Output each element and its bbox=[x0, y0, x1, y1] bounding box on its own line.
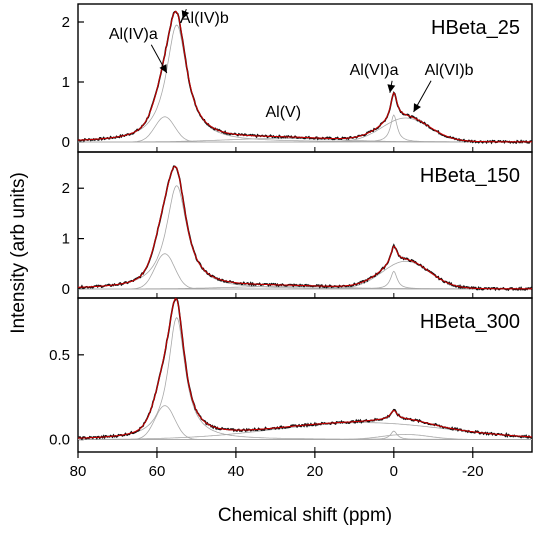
x-tick-label: 20 bbox=[307, 463, 324, 480]
annotation-arrow-head bbox=[181, 10, 190, 19]
panels-layer: 0 1 2 HBeta_25 Al(IV)a Al(IV)b Al(V) Al(VI)a Al(… bbox=[49, 3, 533, 453]
y-tick-label: 2 bbox=[62, 180, 70, 197]
x-axis: 80 60 40 20 0 -20 bbox=[70, 452, 484, 480]
fit-curve bbox=[78, 297, 532, 439]
peak-annotation: Al(VI)b bbox=[425, 62, 474, 79]
x-tick-label: -20 bbox=[462, 463, 484, 480]
annotation-arrow-head bbox=[159, 64, 167, 73]
component-curve-0 bbox=[78, 405, 532, 440]
panel-0: 0 1 2 HBeta_25 Al(IV)a Al(IV)b Al(V) Al(VI)a Al(… bbox=[62, 3, 533, 153]
panel-title: HBeta_150 bbox=[420, 165, 520, 187]
panel-title: HBeta_300 bbox=[420, 311, 520, 333]
annotation-arrow-head bbox=[387, 84, 396, 93]
x-tick-label: 0 bbox=[390, 463, 398, 480]
y-tick-label: 0 bbox=[62, 134, 70, 151]
component-curve-0 bbox=[78, 253, 532, 290]
y-tick-label: 2 bbox=[62, 14, 70, 31]
peak-annotation: Al(IV)a bbox=[109, 26, 158, 43]
x-tick-label: 80 bbox=[70, 463, 87, 480]
panel-2: 0.0 0.5 HBeta_300 bbox=[49, 297, 533, 453]
annotation-arrow-head bbox=[413, 103, 421, 112]
y-tick-label: 1 bbox=[62, 74, 70, 91]
y-tick-label: 0.5 bbox=[49, 347, 70, 364]
panel-1: 0 1 2 HBeta_150 bbox=[62, 151, 533, 299]
peak-annotation: Al(IV)b bbox=[180, 10, 229, 27]
y-axis-title: Intensity (arb units) bbox=[8, 172, 29, 334]
peak-annotation: Al(V) bbox=[266, 104, 302, 121]
x-tick-label: 40 bbox=[228, 463, 245, 480]
fit-curve bbox=[78, 10, 532, 143]
peak-annotation: Al(VI)a bbox=[350, 62, 399, 79]
x-tick-label: 60 bbox=[149, 463, 166, 480]
component-curve-4 bbox=[78, 433, 532, 440]
y-tick-label: 1 bbox=[62, 231, 70, 248]
y-tick-label: 0.0 bbox=[49, 432, 70, 449]
y-tick-label: 0 bbox=[62, 281, 70, 298]
component-curve-3 bbox=[78, 430, 532, 440]
fit-curve bbox=[78, 165, 532, 290]
panel-title: HBeta_25 bbox=[431, 17, 520, 39]
x-axis-title: Chemical shift (ppm) bbox=[218, 505, 392, 526]
component-curve-1 bbox=[78, 185, 532, 290]
panel-frame bbox=[77, 297, 533, 453]
